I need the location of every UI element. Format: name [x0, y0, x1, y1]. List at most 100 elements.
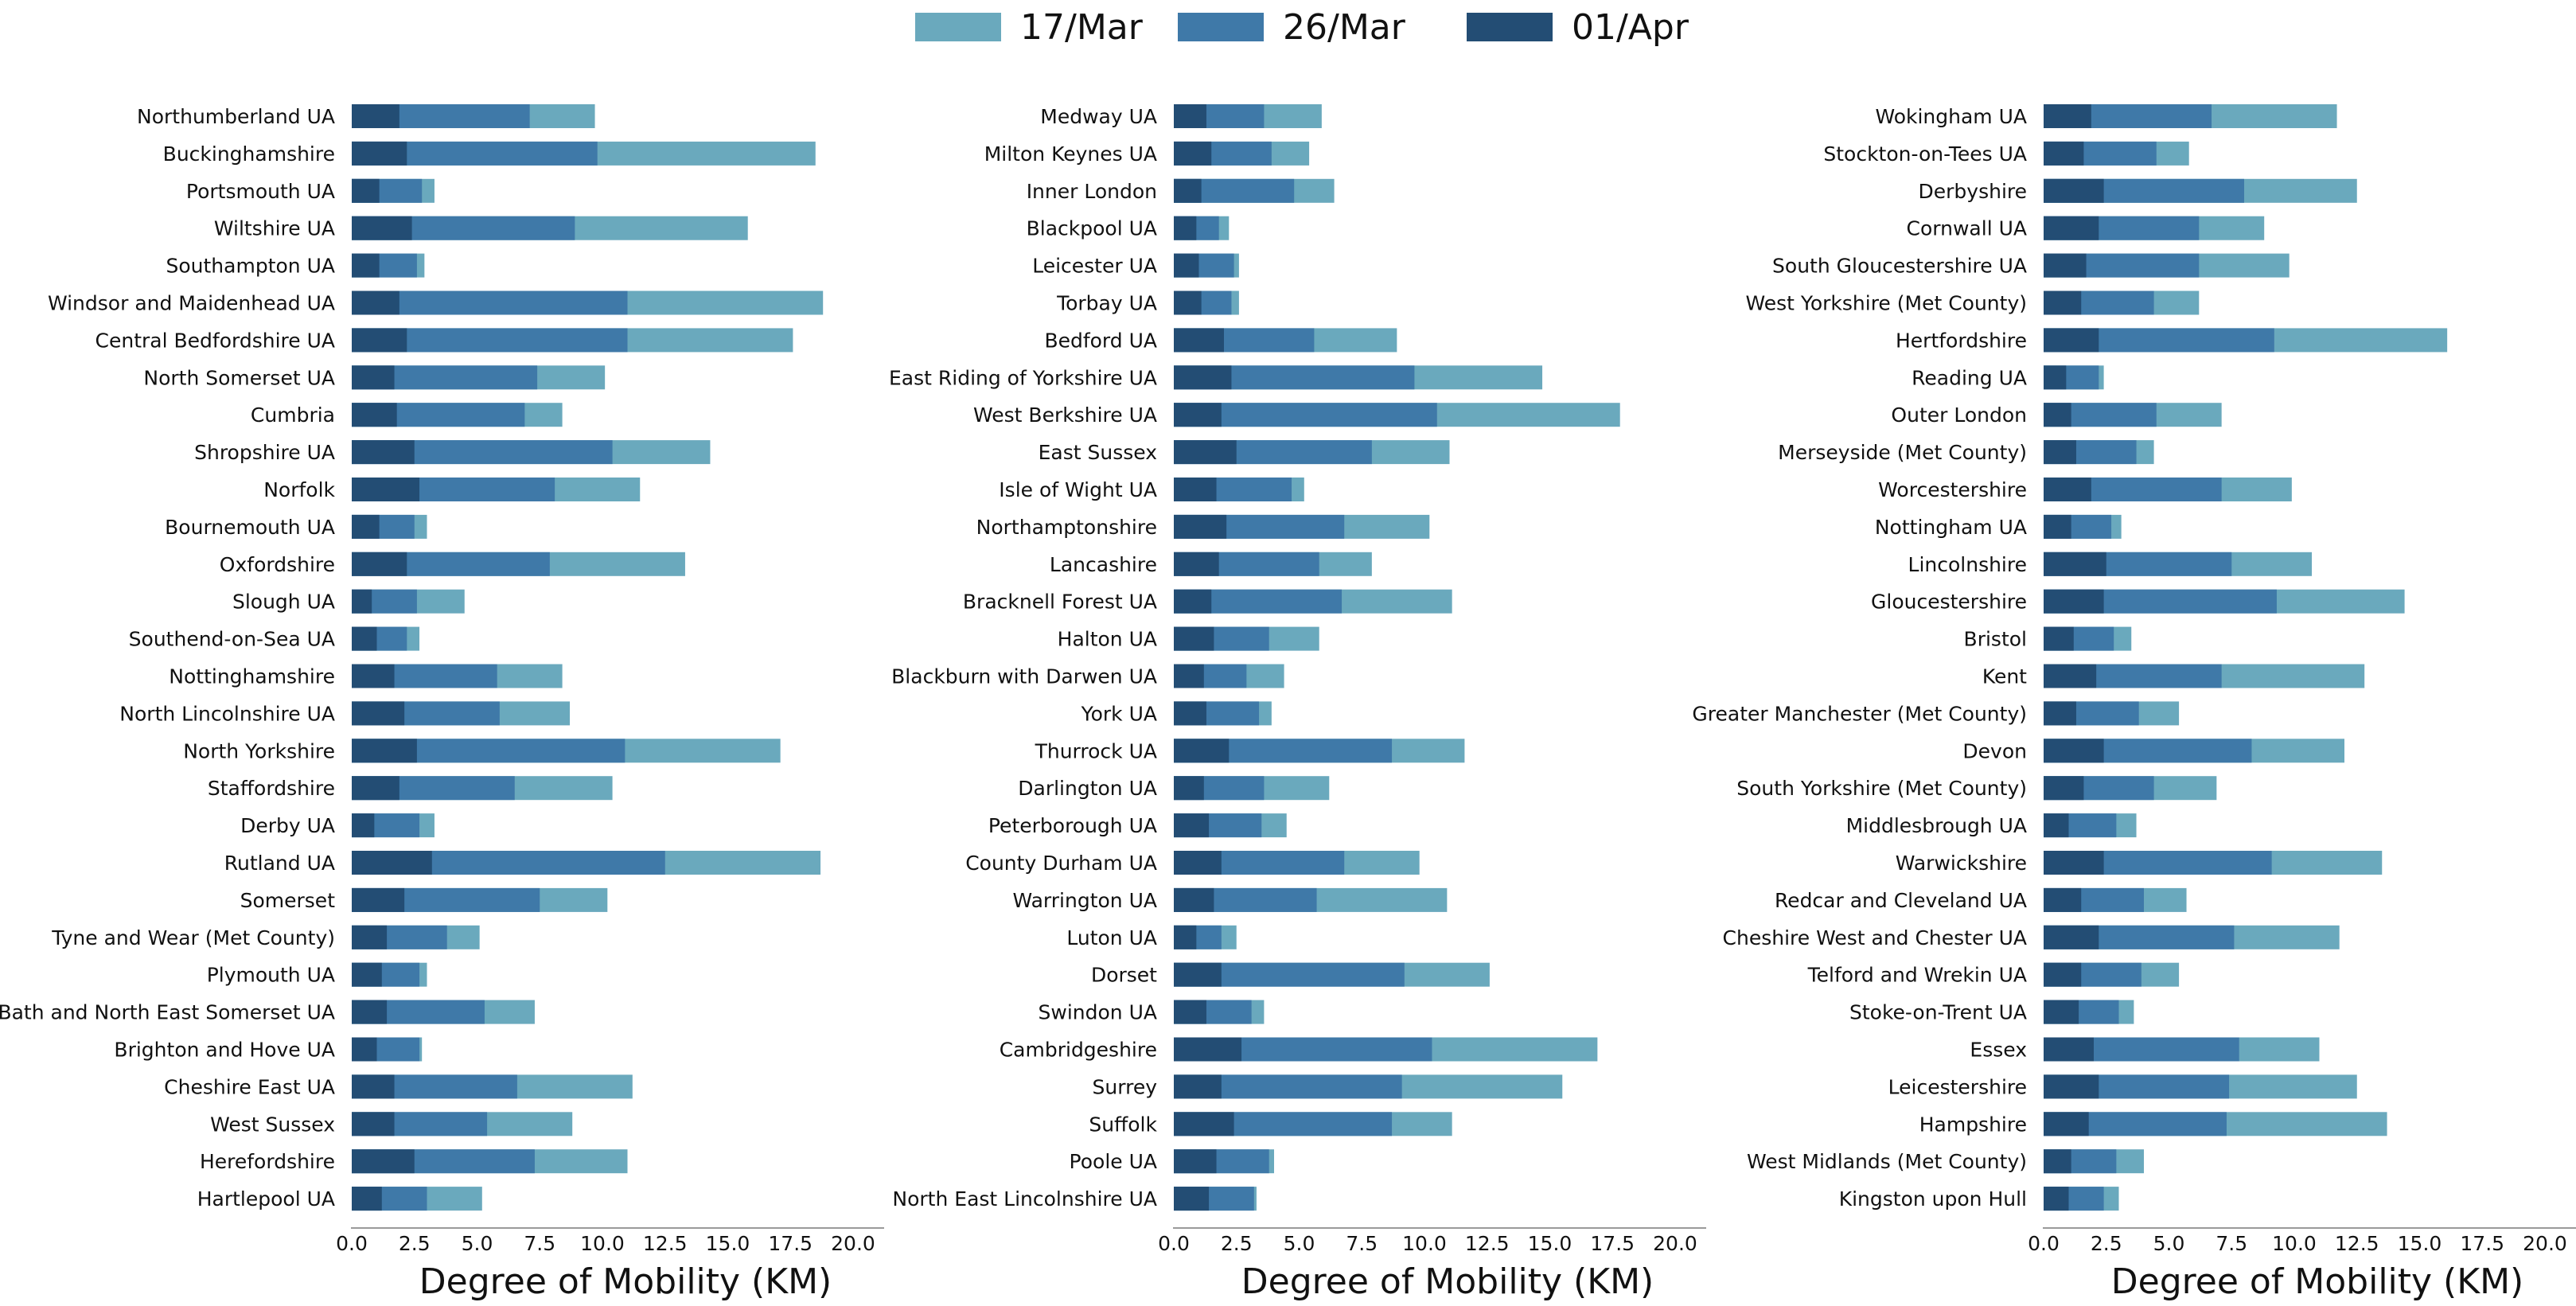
y-tick-label: Plymouth UA — [207, 964, 335, 987]
y-tick-label: Milton Keynes UA — [984, 142, 1157, 166]
y-tick-label: Bedford UA — [1044, 329, 1157, 352]
y-tick-label: Darlington UA — [1018, 777, 1157, 800]
y-tick-label: Hertfordshire — [1896, 329, 2027, 352]
bar-01-apr-kingston-upon-hull — [2044, 1187, 2069, 1211]
x-tick-label: 5.0 — [1284, 1232, 1315, 1255]
bar-01-apr-essex — [2044, 1037, 2094, 1062]
bar-01-apr-milton-keynes-ua — [1174, 141, 1212, 166]
x-tick-label: 20.0 — [1653, 1232, 1697, 1255]
x-tick-label: 15.0 — [706, 1232, 750, 1255]
bar-01-apr-plymouth-ua — [352, 962, 382, 987]
x-tick-label: 7.5 — [524, 1232, 555, 1255]
bar-01-apr-swindon-ua — [1174, 1000, 1206, 1024]
y-tick-label: Herefordshire — [200, 1150, 335, 1173]
y-tick-label: Stockton-on-Tees UA — [1823, 142, 2027, 166]
bar-01-apr-inner-london — [1174, 178, 1202, 203]
y-tick-label: Portsmouth UA — [186, 180, 335, 203]
bar-01-apr-nottinghamshire — [352, 664, 395, 688]
x-tick-label: 20.0 — [831, 1232, 875, 1255]
bar-01-apr-west-yorkshire-met-county — [2044, 290, 2082, 315]
panel-2: Medway UA Milton Keynes UA Inner London Bla… — [889, 104, 1706, 1302]
y-tick-label: Kingston upon Hull — [1839, 1187, 2027, 1210]
y-tick-label: Worcestershire — [1878, 478, 2027, 501]
bar-01-apr-slough-ua — [352, 589, 372, 614]
bar-01-apr-thurrock-ua — [1174, 739, 1230, 763]
y-tick-label: Suffolk — [1089, 1113, 1157, 1136]
y-tick-label: Derby UA — [240, 814, 335, 837]
bar-01-apr-bristol — [2044, 626, 2074, 651]
y-tick-label: Windsor and Maidenhead UA — [48, 292, 335, 315]
x-tick-label: 7.5 — [2216, 1232, 2247, 1255]
y-tick-label: Wiltshire UA — [214, 217, 335, 240]
y-tick-label: Gloucestershire — [1871, 591, 2027, 614]
bar-01-apr-greater-manchester-met-county — [2044, 701, 2076, 726]
bar-01-apr-outer-london — [2044, 403, 2071, 427]
x-axis-title: Degree of Mobility (KM) — [1241, 1261, 1654, 1302]
y-tick-label: Cumbria — [251, 403, 335, 427]
x-tick-label: 10.0 — [1402, 1232, 1447, 1255]
bar-01-apr-darlington-ua — [1174, 776, 1204, 801]
bar-01-apr-leicester-ua — [1174, 253, 1199, 278]
bar-01-apr-cheshire-east-ua — [352, 1074, 395, 1099]
y-tick-label: Slough UA — [232, 591, 335, 614]
x-tick-label: 15.0 — [2398, 1232, 2442, 1255]
y-tick-label: Medway UA — [1040, 105, 1157, 128]
y-tick-label: Stoke-on-Trent UA — [1849, 1001, 2027, 1024]
bar-01-apr-middlesbrough-ua — [2044, 813, 2069, 838]
bar-01-apr-stoke-on-trent-ua — [2044, 1000, 2079, 1024]
y-tick-label: Warwickshire — [1896, 852, 2027, 875]
y-tick-label: Bournemouth UA — [165, 516, 335, 539]
bar-01-apr-bedford-ua — [1174, 328, 1224, 353]
bar-01-apr-lincolnshire — [2044, 552, 2106, 576]
y-tick-label: Redcar and Cleveland UA — [1775, 889, 2027, 912]
bar-01-apr-bracknell-forest-ua — [1174, 589, 1212, 614]
y-tick-label: Nottingham UA — [1875, 516, 2027, 539]
bar-01-apr-devon — [2044, 739, 2104, 763]
bar-01-apr-shropshire-ua — [352, 440, 415, 465]
bar-01-apr-county-durham-ua — [1174, 851, 1222, 875]
y-tick-label: Shropshire UA — [194, 441, 335, 464]
x-tick-label: 5.0 — [2153, 1232, 2185, 1255]
y-tick-label: Devon — [1962, 739, 2027, 762]
y-tick-label: West Midlands (Met County) — [1747, 1150, 2027, 1173]
y-tick-label: Leicester UA — [1032, 255, 1157, 278]
y-tick-label: Dorset — [1091, 964, 1157, 987]
y-tick-label: Warrington UA — [1012, 889, 1157, 912]
bar-01-apr-luton-ua — [1174, 925, 1197, 949]
y-tick-label: Tyne and Wear (Met County) — [51, 926, 335, 949]
bar-01-apr-bath-and-north-east-somerset-ua — [352, 1000, 388, 1024]
y-tick-label: Leicestershire — [1888, 1075, 2027, 1098]
bar-01-apr-portsmouth-ua — [352, 178, 380, 203]
bar-01-apr-north-east-lincolnshire-ua — [1174, 1187, 1210, 1211]
bar-01-apr-stockton-on-tees-ua — [2044, 141, 2084, 166]
bar-01-apr-poole-ua — [1174, 1149, 1217, 1174]
legend-swatch-17-mar — [915, 13, 1001, 41]
y-tick-label: Wokingham UA — [1875, 105, 2027, 128]
bar-01-apr-west-midlands-met-county — [2044, 1149, 2071, 1174]
y-tick-label: Derbyshire — [1919, 180, 2028, 203]
bar-01-apr-norfolk — [352, 478, 420, 501]
legend: 17/Mar 26/Mar 01/Apr — [0, 0, 2576, 56]
y-tick-label: West Yorkshire (Met County) — [1745, 292, 2027, 315]
x-tick-label: 10.0 — [2272, 1232, 2317, 1255]
y-tick-label: East Riding of Yorkshire UA — [889, 366, 1157, 389]
bar-01-apr-wiltshire-ua — [352, 216, 412, 240]
bar-01-apr-wokingham-ua — [2044, 104, 2091, 128]
bar-01-apr-dorset — [1174, 962, 1222, 987]
y-tick-label: Peterborough UA — [988, 814, 1157, 837]
y-tick-label: Nottinghamshire — [169, 665, 335, 688]
bar-01-apr-east-riding-of-yorkshire-ua — [1174, 365, 1232, 390]
bar-01-apr-hampshire — [2044, 1112, 2089, 1136]
x-tick-label: 0.0 — [1158, 1232, 1190, 1255]
x-tick-label: 2.5 — [1221, 1232, 1253, 1255]
x-tick-label: 12.5 — [2335, 1232, 2379, 1255]
x-tick-label: 0.0 — [336, 1232, 368, 1255]
x-tick-label: 2.5 — [399, 1232, 431, 1255]
y-tick-label: Northamptonshire — [976, 516, 1157, 539]
bar-01-apr-bournemouth-ua — [352, 514, 380, 539]
bar-01-apr-west-sussex — [352, 1112, 395, 1136]
y-tick-label: Cornwall UA — [1907, 217, 2027, 240]
legend-label-26-mar: 26/Mar — [1283, 6, 1405, 48]
x-tick-label: 17.5 — [768, 1232, 813, 1255]
y-tick-label: Blackpool UA — [1027, 217, 1157, 240]
